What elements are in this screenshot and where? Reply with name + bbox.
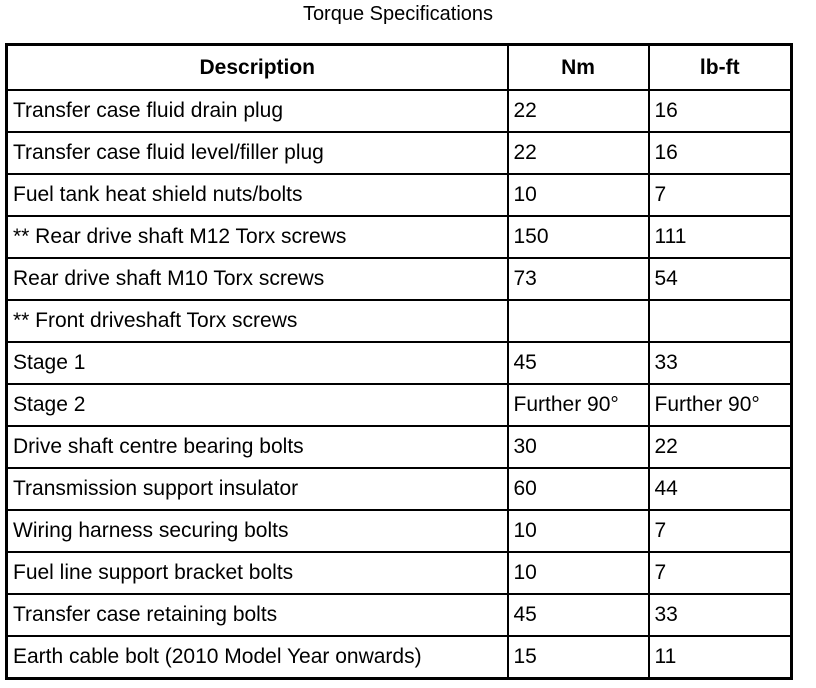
- cell-lbft: 16: [647, 89, 793, 133]
- cell-description: Fuel line support bracket bolts: [5, 551, 509, 595]
- cell-nm: 15: [506, 635, 650, 680]
- page-title: Torque Specifications: [302, 3, 494, 25]
- cell-description: Earth cable bolt (2010 Model Year onward…: [5, 635, 509, 680]
- cell-description: Transfer case retaining bolts: [5, 593, 509, 637]
- cell-description: Rear drive shaft M10 Torx screws: [5, 257, 509, 301]
- cell-nm: 45: [506, 341, 650, 385]
- cell-lbft: 7: [647, 509, 793, 553]
- cell-lbft: 11: [647, 635, 793, 680]
- cell-nm: 73: [506, 257, 650, 301]
- cell-lbft: 44: [647, 467, 793, 511]
- table-row: ** Rear drive shaft M12 Torx screws 150 11…: [5, 215, 793, 259]
- table-row: Transfer case fluid drain plug 22 16: [5, 89, 793, 133]
- cell-lbft: 33: [647, 593, 793, 637]
- cell-description: Stage 1: [5, 341, 509, 385]
- cell-description: Drive shaft centre bearing bolts: [5, 425, 509, 469]
- cell-nm: 45: [506, 593, 650, 637]
- table-row: Rear drive shaft M10 Torx screws 73 54: [5, 257, 793, 301]
- cell-lbft: 54: [647, 257, 793, 301]
- header-row: Description Nm lb-ft: [5, 43, 793, 91]
- table-row: Stage 1 45 33: [5, 341, 793, 385]
- cell-lbft: Further 90°: [647, 383, 793, 427]
- cell-nm: 150: [506, 215, 650, 259]
- cell-description: ** Rear drive shaft M12 Torx screws: [5, 215, 509, 259]
- cell-description: ** Front driveshaft Torx screws: [5, 299, 509, 343]
- table-row: Fuel line support bracket bolts 10 7: [5, 551, 793, 595]
- cell-nm: 10: [506, 551, 650, 595]
- cell-nm: 22: [506, 131, 650, 175]
- cell-description: Transfer case fluid level/filler plug: [5, 131, 509, 175]
- header-description: Description: [5, 43, 509, 91]
- cell-nm: 30: [506, 425, 650, 469]
- header-nm: Nm: [506, 43, 650, 91]
- cell-description: Transmission support insulator: [5, 467, 509, 511]
- cell-nm: 60: [506, 467, 650, 511]
- header-lbft: lb-ft: [647, 43, 793, 91]
- cell-description: Wiring harness securing bolts: [5, 509, 509, 553]
- table-row: Transfer case retaining bolts 45 33: [5, 593, 793, 637]
- cell-lbft: 7: [647, 173, 793, 217]
- cell-nm: [506, 299, 650, 343]
- cell-lbft: [647, 299, 793, 343]
- table-row: Fuel tank heat shield nuts/bolts 10 7: [5, 173, 793, 217]
- table-row: Stage 2 Further 90° Further 90°: [5, 383, 793, 427]
- cell-description: Stage 2: [5, 383, 509, 427]
- cell-lbft: 22: [647, 425, 793, 469]
- table-row: Transfer case fluid level/filler plug 22 1…: [5, 131, 793, 175]
- torque-specifications-table: Description Nm lb-ft Transfer case fluid…: [5, 43, 793, 680]
- cell-nm: Further 90°: [506, 383, 650, 427]
- table-row: Transmission support insulator 60 44: [5, 467, 793, 511]
- cell-description: Fuel tank heat shield nuts/bolts: [5, 173, 509, 217]
- cell-nm: 22: [506, 89, 650, 133]
- table-row: ** Front driveshaft Torx screws: [5, 299, 793, 343]
- cell-nm: 10: [506, 173, 650, 217]
- cell-lbft: 16: [647, 131, 793, 175]
- table-row: Wiring harness securing bolts 10 7: [5, 509, 793, 553]
- cell-lbft: 33: [647, 341, 793, 385]
- table-row: Earth cable bolt (2010 Model Year onward…: [5, 635, 793, 680]
- table-body: Transfer case fluid drain plug 22 16 Transf…: [5, 89, 793, 680]
- cell-lbft: 7: [647, 551, 793, 595]
- cell-description: Transfer case fluid drain plug: [5, 89, 509, 133]
- table-row: Drive shaft centre bearing bolts 30 22: [5, 425, 793, 469]
- cell-lbft: 111: [647, 215, 793, 259]
- cell-nm: 10: [506, 509, 650, 553]
